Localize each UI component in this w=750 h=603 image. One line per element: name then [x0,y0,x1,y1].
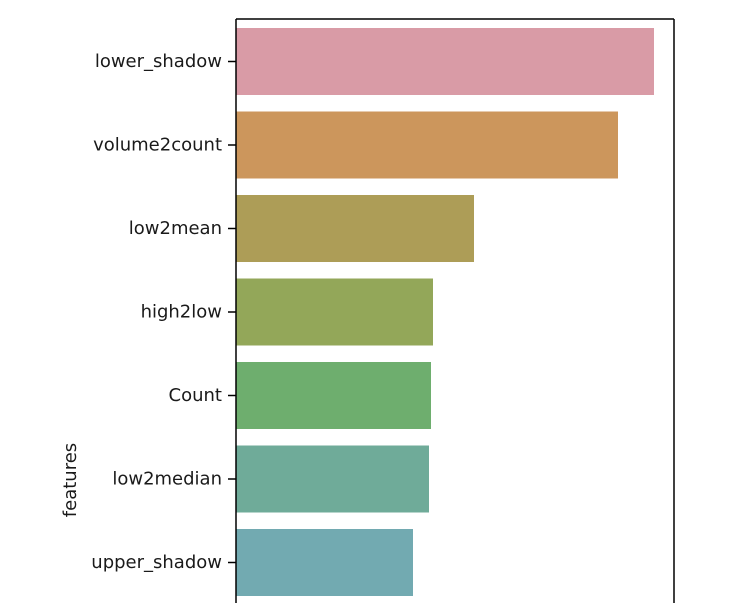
y-ticks-group [228,60,236,564]
bar-upper_shadow [236,529,413,596]
y-axis-label: features [60,443,81,517]
bar-volume2count [236,111,618,179]
y-tick-label-low2median: low2median [112,469,222,490]
y-tick-label-lower_shadow: lower_shadow [95,51,222,72]
bar-high2low [236,278,433,346]
y-tick-label-low2mean: low2mean [129,218,222,239]
bar-low2mean [236,195,474,262]
y-tick-labels-group: lower_shadow volume2count low2mean high2low… [91,51,222,573]
bars-group [236,28,654,596]
y-tick-label-volume2count: volume2count [93,135,222,156]
bar-Count [236,362,431,429]
bar-lower_shadow [236,28,654,95]
y-tick-label-upper_shadow: upper_shadow [91,552,222,573]
bar-low2median [236,445,429,513]
y-tick-label-high2low: high2low [141,302,222,323]
y-tick-label-Count: Count [169,385,222,406]
